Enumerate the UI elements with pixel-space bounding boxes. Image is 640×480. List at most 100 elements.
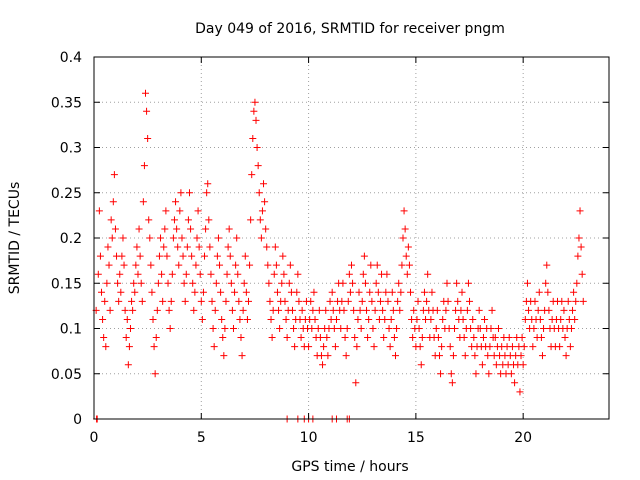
data-point — [149, 315, 157, 323]
data-point — [571, 315, 579, 323]
data-point — [557, 315, 565, 323]
data-point — [387, 315, 395, 323]
data-point — [160, 243, 168, 251]
data-point — [399, 234, 407, 242]
data-point — [174, 243, 182, 251]
data-point — [206, 243, 214, 251]
y-tick-label: 0.2 — [60, 231, 82, 247]
data-point — [354, 315, 362, 323]
data-point — [564, 297, 572, 305]
data-point — [360, 252, 368, 260]
data-point — [389, 306, 397, 314]
data-point — [567, 325, 575, 332]
data-point — [264, 261, 272, 269]
data-point — [363, 306, 371, 314]
data-point — [340, 306, 348, 314]
data-point — [332, 315, 340, 323]
data-point — [104, 243, 112, 251]
data-point — [270, 270, 278, 278]
data-point — [370, 343, 378, 351]
data-point — [185, 189, 193, 197]
data-point — [494, 325, 502, 332]
y-axis-label: SRMTID / TECUs — [7, 182, 23, 295]
data-point — [579, 297, 587, 305]
data-point — [444, 297, 452, 305]
data-point — [488, 306, 496, 314]
data-point — [138, 297, 146, 305]
data-point — [255, 189, 263, 197]
data-point — [126, 325, 134, 332]
data-point — [187, 225, 195, 233]
data-point — [446, 343, 454, 351]
data-point — [254, 162, 262, 170]
data-point — [140, 162, 148, 170]
data-point — [380, 334, 388, 342]
data-point — [222, 297, 230, 305]
data-point — [184, 216, 192, 224]
data-point — [221, 325, 229, 332]
data-point — [481, 315, 489, 323]
data-point — [520, 343, 528, 351]
data-point — [129, 306, 137, 314]
data-point — [103, 279, 111, 287]
data-point — [424, 270, 432, 278]
data-point — [570, 288, 578, 296]
data-point — [536, 315, 544, 323]
data-point — [461, 352, 469, 360]
data-point — [308, 325, 316, 332]
data-point — [233, 234, 241, 242]
y-tick-label: 0.4 — [60, 50, 82, 66]
data-point — [131, 288, 139, 296]
data-point — [293, 288, 301, 296]
data-point — [432, 325, 440, 332]
data-point — [124, 361, 132, 369]
data-point — [319, 361, 327, 369]
data-point — [538, 352, 546, 360]
data-point — [433, 306, 441, 314]
data-point — [448, 379, 456, 387]
data-point — [451, 325, 458, 332]
data-point — [96, 252, 104, 260]
data-point — [235, 297, 243, 305]
data-point — [165, 306, 173, 314]
y-tick-label: 0.25 — [51, 186, 82, 202]
data-point — [351, 334, 359, 342]
data-point — [573, 279, 581, 287]
data-point — [262, 225, 270, 233]
data-point — [291, 343, 299, 351]
data-point — [279, 252, 287, 260]
data-point — [280, 270, 288, 278]
data-point — [449, 352, 457, 360]
data-point — [543, 261, 551, 269]
data-point — [242, 288, 250, 296]
data-point — [214, 234, 222, 242]
data-point — [130, 279, 138, 287]
data-point — [190, 306, 198, 314]
data-point — [457, 306, 465, 314]
data-point — [181, 297, 189, 305]
data-point — [373, 261, 381, 269]
data-point — [537, 334, 545, 342]
data-point — [437, 370, 445, 378]
data-point — [252, 116, 260, 124]
data-point — [118, 252, 126, 260]
data-point — [478, 361, 486, 369]
data-point — [485, 370, 493, 378]
data-point — [521, 315, 529, 323]
data-point — [310, 288, 318, 296]
data-point — [454, 297, 462, 305]
data-point — [234, 270, 242, 278]
data-point — [114, 279, 122, 287]
data-point — [216, 261, 224, 269]
data-point — [350, 306, 358, 314]
data-point — [453, 279, 461, 287]
data-point — [122, 334, 130, 342]
data-point — [507, 370, 515, 378]
x-tick-label: 20 — [514, 430, 532, 446]
data-point — [218, 315, 226, 323]
data-point — [246, 261, 254, 269]
data-point — [357, 325, 365, 332]
data-point — [225, 225, 233, 233]
data-point — [183, 243, 191, 251]
data-point — [434, 334, 442, 342]
